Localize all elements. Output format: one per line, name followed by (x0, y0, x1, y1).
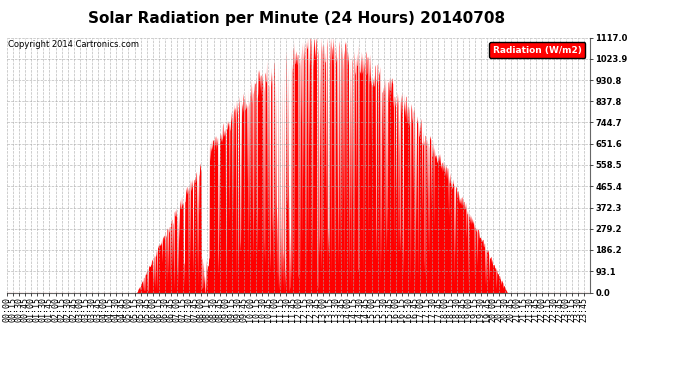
Text: Copyright 2014 Cartronics.com: Copyright 2014 Cartronics.com (8, 40, 139, 49)
Text: Solar Radiation per Minute (24 Hours) 20140708: Solar Radiation per Minute (24 Hours) 20… (88, 11, 505, 26)
Legend: Radiation (W/m2): Radiation (W/m2) (489, 42, 585, 58)
